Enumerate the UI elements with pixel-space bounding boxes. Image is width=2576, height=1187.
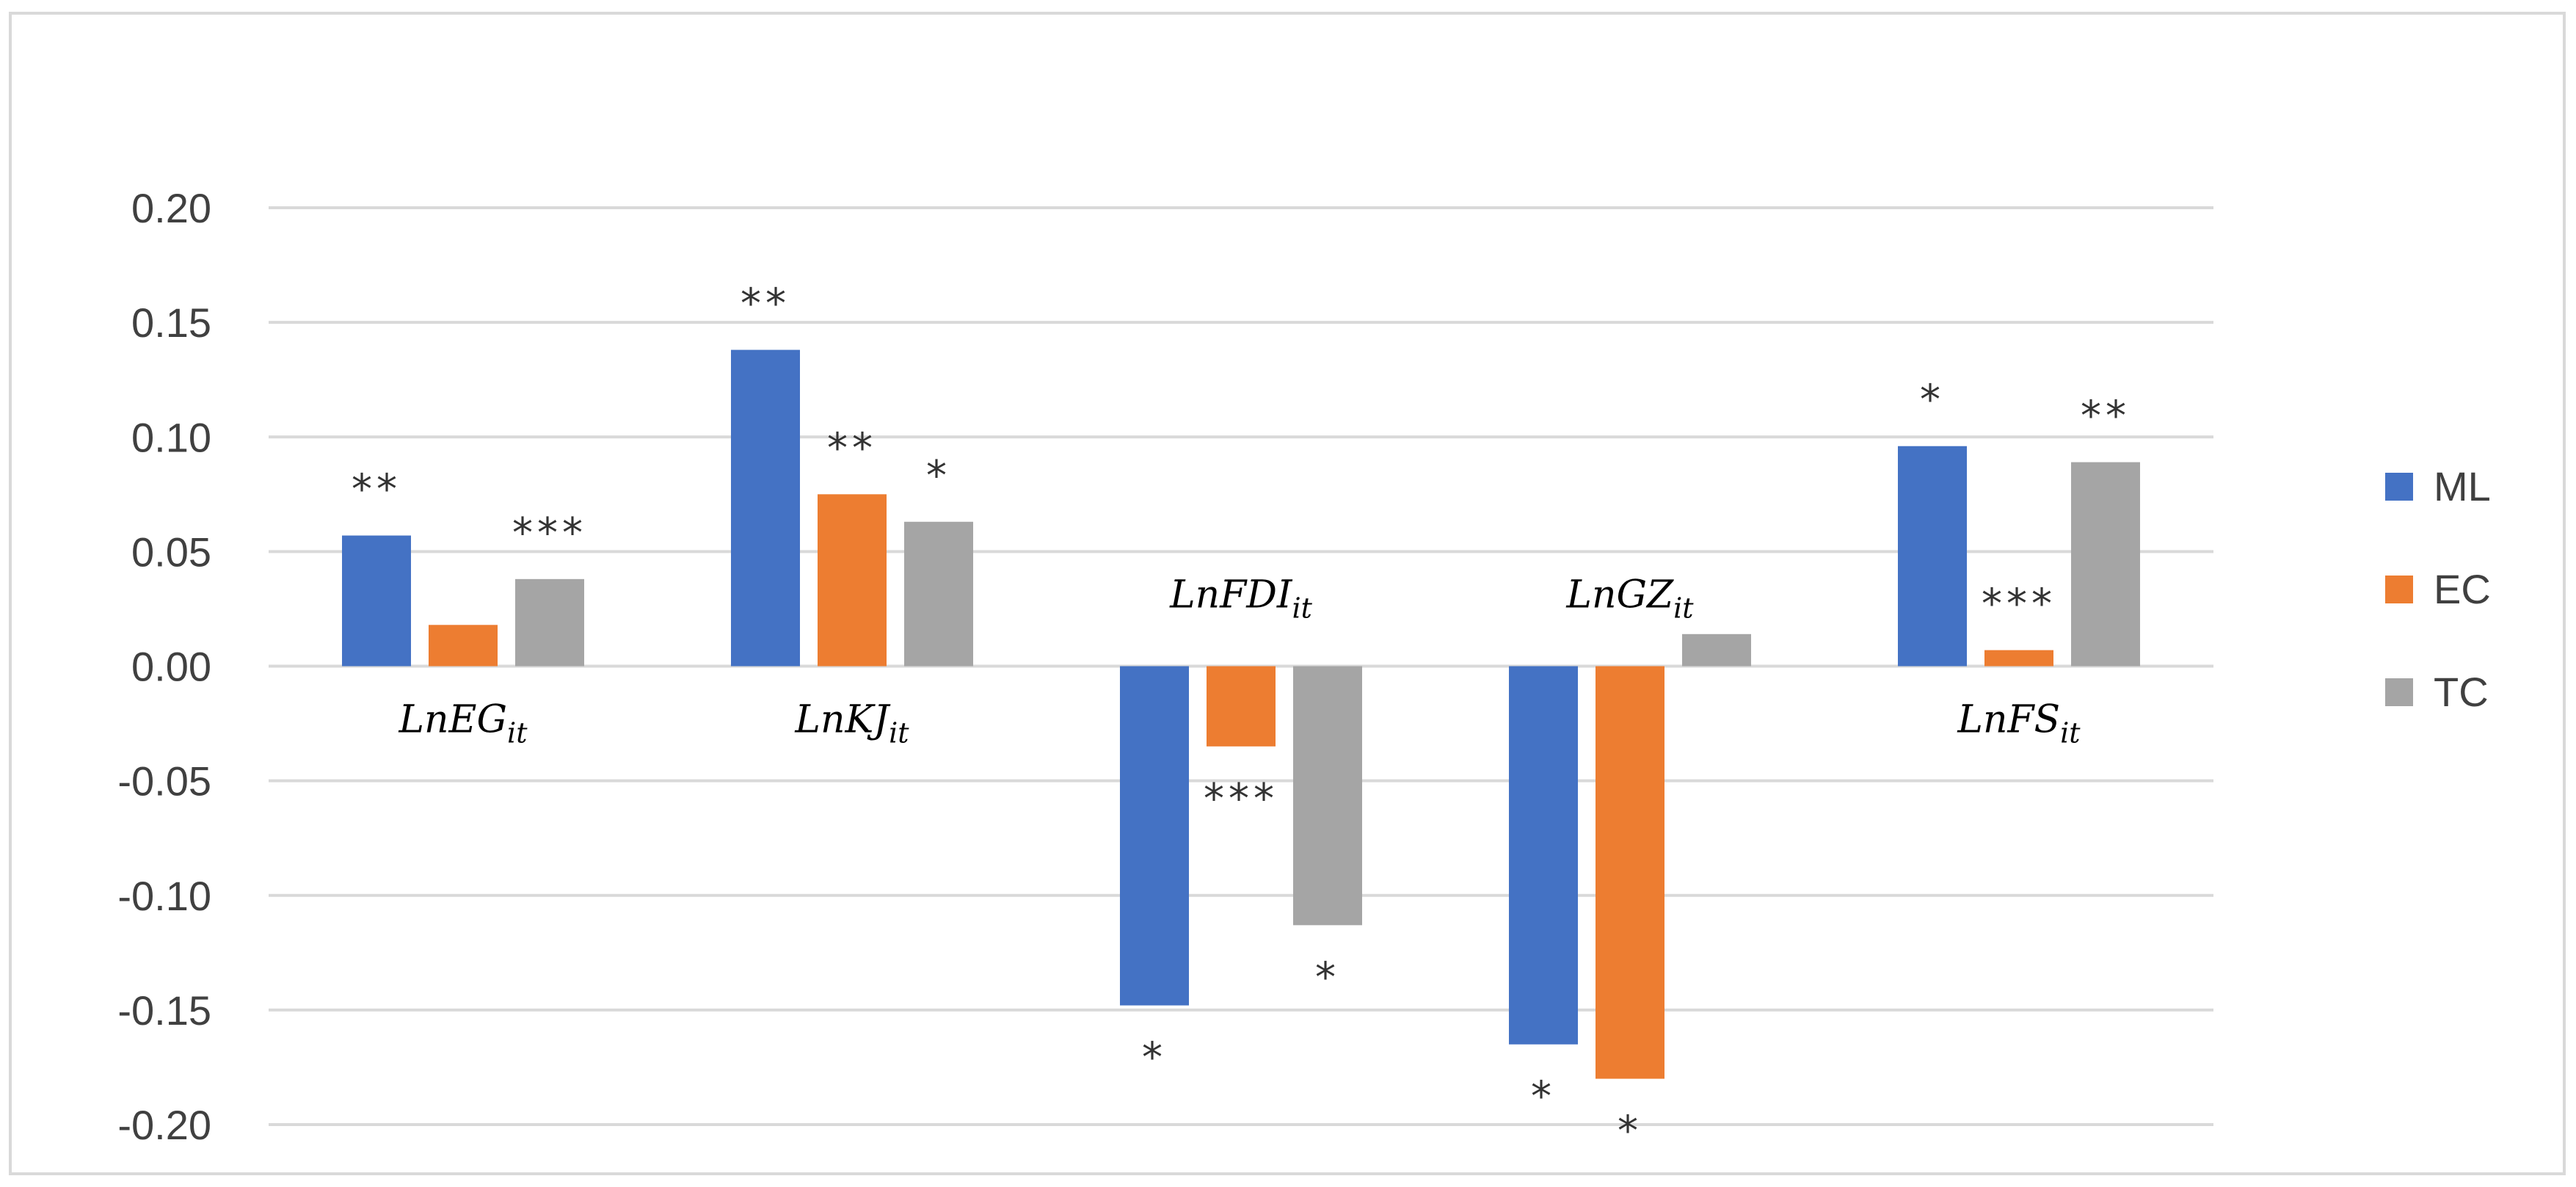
bar-ml-lneg [342,535,411,667]
bar-tc-lnfdi [1293,666,1362,926]
bar-ml-lnfdi [1120,666,1189,1006]
legend-swatch-ec [2385,576,2413,603]
y-axis-tick-labels: 0.20 0.15 0.10 0.05 0.00 -0.05 -0.10 -0.15 -0.20 [117,185,211,1148]
significance-label: * [1315,954,1340,1001]
significance-label: *** [1204,775,1278,823]
significance-label: *** [1982,581,2056,628]
y-tick-label: -0.20 [117,1102,211,1148]
significance-label: * [1142,1034,1167,1082]
y-tick-label: -0.10 [117,873,211,919]
bars [342,349,2140,1079]
significance-label: *** [512,509,587,557]
significance-labels: *********************** [352,280,2131,1155]
y-tick-label: 0.20 [131,185,211,231]
significance-label: ** [741,280,790,328]
bar-tc-lngz [1682,634,1751,667]
bar-ec-lngz [1596,666,1664,1079]
category-label-lngz: LnGZit [1565,573,1694,625]
bar-chart: 0.20 0.15 0.10 0.05 0.00 -0.05 -0.10 -0.15 -0.20… [117,185,2491,1155]
y-tick-label: 0.00 [131,644,211,690]
category-labels: LnEGit LnKJit LnFDIit LnGZit LnFSit [399,573,2081,749]
chart-frame: 0.20 0.15 0.10 0.05 0.00 -0.05 -0.10 -0.15 -0.20… [9,12,2566,1175]
y-tick-label: 0.05 [131,529,211,575]
y-tick-label: 0.15 [131,300,211,346]
category-label-lnfs: LnFSit [1957,698,2081,749]
significance-label: ** [2081,393,2131,440]
y-tick-label: -0.05 [117,758,211,805]
legend-label-ec: EC [2434,566,2491,612]
significance-label: * [1920,377,1945,424]
y-tick-label: -0.15 [117,987,211,1034]
significance-label: * [1531,1073,1556,1121]
bar-ml-lnkj [731,349,800,667]
category-label-lnkj: LnKJit [794,698,909,749]
significance-label: * [926,452,951,500]
y-tick-label: 0.10 [131,414,211,460]
bar-tc-lnfs [2071,462,2140,667]
significance-label: * [1618,1108,1642,1155]
bar-ec-lnfdi [1207,666,1276,747]
legend-label-tc: TC [2434,669,2489,715]
legend: ML EC TC [2385,463,2491,715]
bar-ml-lnfs [1898,446,1967,667]
bar-tc-lnkj [904,521,973,667]
legend-swatch-ml [2385,473,2413,501]
category-label-lneg: LnEGit [399,698,528,749]
bar-ml-lngz [1509,666,1578,1045]
bar-ec-lnkj [818,494,887,667]
legend-swatch-tc [2385,678,2413,706]
category-label-lnfdi: LnFDIit [1169,573,1312,625]
bar-ec-lneg [429,625,498,667]
bar-ec-lnfs [1984,650,2053,667]
legend-label-ml: ML [2434,463,2491,509]
significance-label: ** [352,466,401,514]
bar-tc-lneg [515,578,584,667]
significance-label: ** [827,424,877,472]
